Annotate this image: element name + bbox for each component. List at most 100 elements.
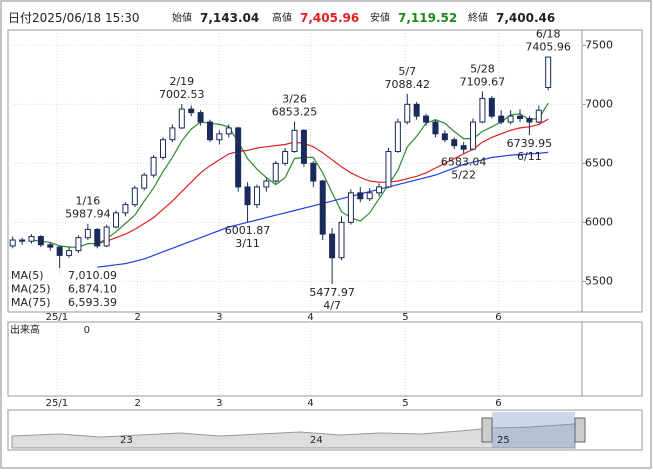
candle-body [535, 109, 542, 123]
candle-body [9, 239, 16, 247]
y-tick-label: 6500 [585, 156, 613, 169]
x-tick-label: 4 [307, 312, 313, 323]
candle-body [310, 162, 317, 182]
candle-body [84, 228, 91, 239]
label: 始値 [172, 11, 192, 24]
candle-body [216, 133, 223, 141]
volume-value: 0 [84, 325, 90, 336]
candle-body [37, 235, 44, 246]
low: 7,119.52 [398, 11, 457, 25]
annotation-value: 6583.04 [441, 156, 487, 169]
annotation-value: 7109.67 [460, 75, 506, 88]
candle-body [526, 117, 533, 123]
label: 高値 [272, 11, 292, 24]
open: 7,143.04 [200, 11, 259, 25]
y-tick-label: 7000 [585, 97, 613, 110]
candle-body [94, 228, 101, 247]
legend-value: 7,010.09 [68, 269, 117, 282]
navigator-handle[interactable] [481, 417, 493, 443]
navigator-handle[interactable] [574, 417, 586, 443]
candle-body [113, 212, 120, 228]
candle-body [385, 151, 392, 188]
x-tick-label: 25/1 [46, 312, 68, 323]
volume-panel [7, 321, 643, 397]
navigator-window[interactable] [492, 412, 575, 448]
x-tick-label: 6 [495, 398, 501, 409]
x-tick-label: 5 [402, 312, 408, 323]
navigator-label: 23 [120, 435, 133, 446]
candle-body [160, 139, 167, 158]
x-tick-label: 2 [134, 312, 140, 323]
candle-body [206, 121, 213, 141]
candle-body [169, 127, 176, 141]
navigator-label: 25 [497, 435, 510, 446]
candle-body [347, 192, 354, 223]
legend-value: 6,874.10 [68, 283, 117, 296]
high: 7,405.96 [300, 11, 359, 25]
candle-body [75, 237, 82, 252]
candle-body [441, 133, 448, 141]
annotation-date: 6/11 [517, 150, 542, 163]
candle-body [329, 233, 336, 259]
label: 安値 [370, 11, 390, 24]
candle-body [253, 186, 260, 206]
x-tick-label: 3 [216, 312, 222, 323]
legend-name: MA(75) [11, 296, 51, 309]
candle-body [56, 246, 63, 256]
annotation-value: 6739.95 [507, 137, 553, 150]
annotation-date: 5/28 [470, 62, 495, 75]
candle-body [479, 97, 486, 123]
ma-line [31, 102, 549, 248]
candle-body [394, 121, 401, 153]
x-tick-label: 4 [307, 398, 313, 409]
volume-label: 出来高 [10, 323, 40, 336]
annotation-value: 6853.25 [272, 106, 318, 119]
x-tick-label: 3 [216, 398, 222, 409]
annotation-value: 5477.97 [309, 286, 355, 299]
candle-body [404, 103, 411, 123]
x-tick-label: 5 [402, 398, 408, 409]
candle-body [319, 180, 326, 235]
candle-body [28, 235, 35, 242]
x-tick-label: 6 [495, 312, 501, 323]
candle-body [291, 129, 298, 153]
candle-body [498, 115, 505, 123]
candle-body [507, 115, 514, 123]
candle-body [197, 112, 204, 123]
candle-body [338, 221, 345, 259]
candle-body [357, 192, 364, 200]
annotation-date: 3/26 [282, 93, 307, 106]
y-tick-label: 5500 [585, 274, 613, 287]
candle-body [432, 121, 439, 135]
candle-body [451, 139, 458, 147]
candle-body [545, 56, 552, 88]
candle-body [413, 103, 420, 117]
candle-body [150, 156, 157, 176]
candle-body [423, 115, 430, 123]
annotation-date: 5/22 [451, 169, 476, 182]
legend-name: MA(5) [11, 269, 44, 282]
annotation-value: 7088.42 [385, 78, 431, 91]
candle-body [300, 129, 307, 164]
legend-box [9, 268, 117, 311]
candle-body [103, 226, 110, 247]
annotation-date: 1/16 [76, 195, 101, 208]
candle-body [178, 108, 185, 129]
candle-body [47, 244, 54, 248]
annotation-value: 5987.94 [65, 208, 111, 221]
annotation-date: 6/18 [536, 27, 561, 40]
annotation-value: 7405.96 [525, 40, 571, 53]
candle-body [516, 115, 523, 119]
candle-body [131, 187, 138, 206]
candle-body [488, 97, 495, 117]
annotation-date: 2/19 [169, 75, 194, 88]
candle-body [225, 127, 232, 135]
candle-body [122, 204, 129, 214]
candle-body [188, 108, 195, 114]
candle-body [19, 239, 26, 242]
candle-body [366, 192, 373, 200]
candle-body [66, 250, 73, 256]
candle-body [282, 151, 289, 164]
